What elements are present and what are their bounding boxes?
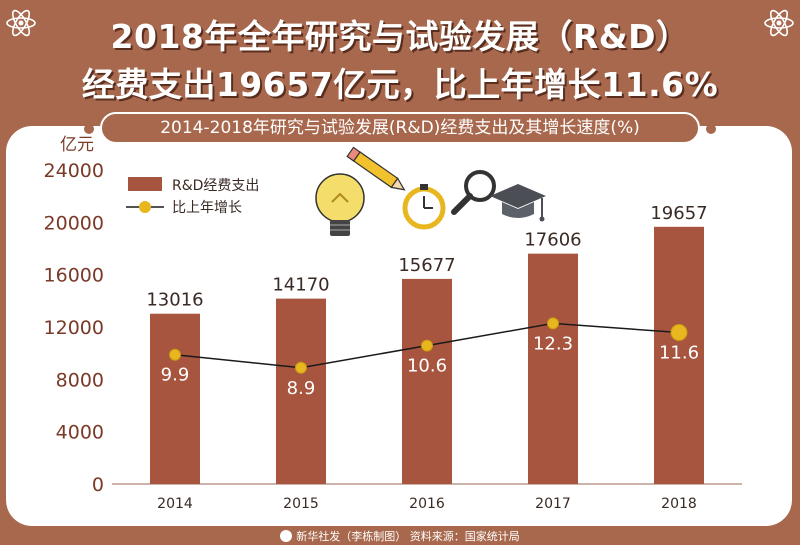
source-footer: 新华社发（李栋制图） 资料来源：国家统计局 (0, 528, 800, 545)
y-axis-unit: 亿元 (60, 135, 94, 155)
y-tick-label: 12000 (44, 317, 104, 339)
headline-line-1: 2018年全年研究与试验发展（R&D） (110, 17, 690, 56)
growth-value-label: 12.3 (533, 333, 573, 354)
atom-icon (6, 9, 36, 37)
growth-value-label: 8.9 (287, 378, 316, 399)
growth-point (295, 361, 307, 374)
legend-bar-swatch (128, 177, 162, 191)
graduation-cap-icon (490, 184, 546, 222)
growth-point (670, 324, 688, 342)
bar-2015 (276, 298, 326, 484)
x-tick-label: 2018 (661, 496, 697, 512)
y-tick-label: 16000 (44, 265, 104, 287)
growth-point (547, 317, 559, 330)
chart-title: 2014-2018年研究与试验发展(R&D)经费支出及其增长速度(%) (84, 112, 716, 144)
bar-value-label: 14170 (272, 275, 329, 296)
bar-2014 (150, 313, 200, 484)
bar-2016 (402, 278, 452, 484)
legend-line-label: 比上年增长 (172, 200, 242, 216)
bar-2017 (528, 253, 578, 484)
atom-icon (764, 9, 794, 37)
y-tick-label: 8000 (56, 369, 104, 391)
bar-value-label: 15677 (398, 255, 455, 276)
legend-bar-label: R&D经费支出 (172, 178, 259, 194)
lightbulb-icon (315, 173, 365, 236)
y-tick-label: 4000 (56, 422, 104, 444)
bar-value-label: 17606 (524, 230, 581, 251)
source-text: 新华社发（李栋制图） 资料来源：国家统计局 (296, 530, 520, 543)
xinhua-logo-icon (280, 530, 293, 542)
bar-value-label: 19657 (650, 203, 707, 224)
growth-value-label: 11.6 (659, 343, 699, 364)
y-tick-label: 24000 (44, 160, 104, 182)
bar-value-label: 13016 (146, 290, 203, 311)
x-tick-label: 2015 (283, 496, 319, 512)
legend-line-marker (139, 201, 151, 213)
x-tick-label: 2016 (409, 496, 445, 512)
y-tick-label: 20000 (44, 212, 104, 234)
pencil-icon (346, 146, 406, 191)
growth-value-label: 9.9 (161, 365, 190, 386)
bar-2018 (654, 226, 704, 484)
magnifier-icon (451, 170, 496, 215)
headline-line-2: 经费支出19657亿元，比上年增长11.6% (81, 65, 719, 104)
growth-point (169, 348, 181, 361)
growth-value-label: 10.6 (407, 356, 447, 377)
stopwatch-icon (402, 184, 446, 230)
x-tick-label: 2017 (535, 496, 571, 512)
x-tick-label: 2014 (157, 496, 193, 512)
growth-point (421, 339, 433, 352)
y-tick-label: 0 (92, 474, 104, 496)
